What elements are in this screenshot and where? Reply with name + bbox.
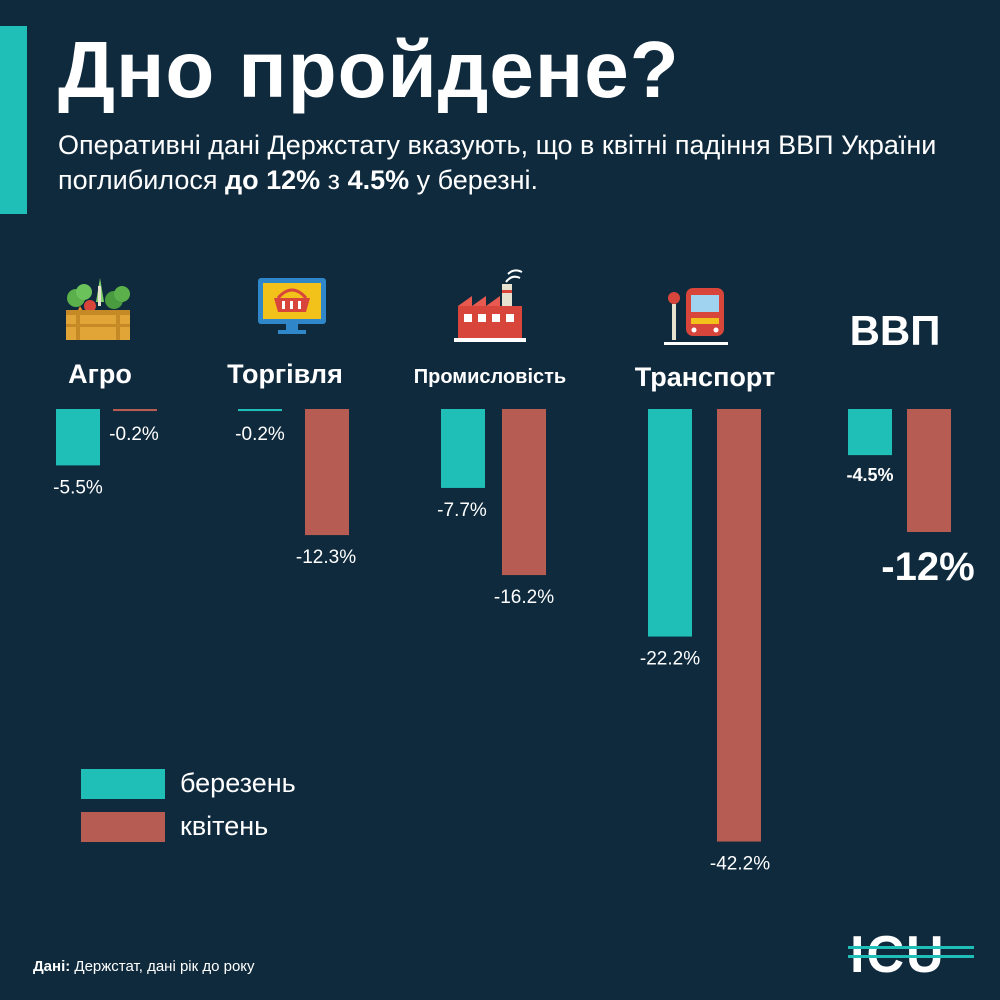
category-label-4: ВВП [850,307,941,354]
shopping-basket-monitor-icon [258,278,326,334]
source-text: Держстат, дані рік до року [70,958,255,975]
logo-text: ICU [850,928,946,978]
bar-april-4 [907,409,951,532]
value-label-march-3: -22.2% [640,649,700,670]
legend-swatch-april [81,812,165,842]
legend-swatch-march [81,769,165,799]
value-label-march-0: -5.5% [53,477,103,498]
factory-icon [454,269,526,342]
value-label-march-1: -0.2% [235,424,285,445]
category-label-0: Агро [68,359,132,389]
value-label-april-1: -12.3% [296,547,356,568]
page-title: Дно пройдене? [58,25,680,114]
accent-bar [0,26,27,214]
subtitle-bold-march: 4.5% [347,165,410,195]
bar-april-0 [113,409,157,412]
value-label-april-2: -16.2% [494,587,554,608]
category-label-1: Торгівля [227,359,343,389]
legend-label-april: квітень [180,811,269,841]
bar-april-1 [305,409,349,536]
source-label: Дані: [33,958,71,975]
value-label-april-4: -12% [881,545,974,589]
bar-march-0 [56,409,100,466]
bar-march-4 [848,409,892,456]
subtitle-part-1: Оперативні дані Держстату вказують, що в… [58,130,937,195]
subtitle-part-3: у березні. [409,165,539,195]
subtitle-part-2: з [320,165,348,195]
category-label-2: Промисловість [414,366,566,388]
source-note: Дані: Держстат, дані рік до року [33,958,255,975]
bar-april-3 [717,409,761,842]
bar-april-2 [502,409,546,576]
icu-logo: ICU [848,928,974,978]
bar-march-2 [441,409,485,488]
vegetable-crate-icon [66,278,130,340]
bar-march-3 [648,409,692,637]
category-label-3: Транспорт [635,362,775,392]
value-label-april-3: -42.2% [710,854,770,875]
train-icon [664,288,728,345]
bar-march-1 [238,409,282,412]
value-label-march-2: -7.7% [437,500,487,521]
value-label-april-0: -0.2% [109,424,159,445]
subtitle: Оперативні дані Держстату вказують, що в… [58,128,978,198]
value-label-march-4: -4.5% [846,465,893,485]
legend-label-march: березень [180,768,296,798]
subtitle-bold-april: до 12% [224,165,321,195]
